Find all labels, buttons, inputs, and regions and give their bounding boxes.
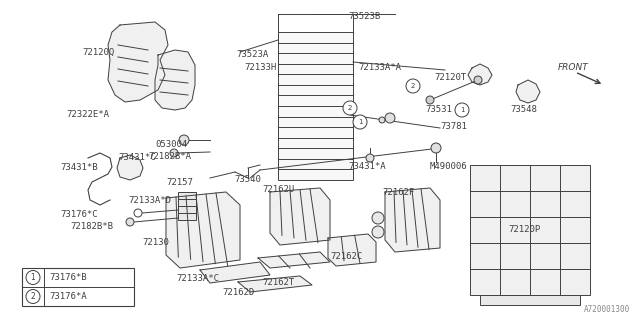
Circle shape bbox=[474, 76, 482, 84]
Text: M490006: M490006 bbox=[430, 162, 468, 171]
Circle shape bbox=[406, 79, 420, 93]
Text: 053004: 053004 bbox=[155, 140, 188, 149]
Bar bbox=[278, 32, 353, 180]
Text: 73431*B: 73431*B bbox=[60, 163, 98, 172]
Circle shape bbox=[455, 103, 469, 117]
Polygon shape bbox=[468, 64, 492, 85]
Circle shape bbox=[179, 135, 189, 145]
Text: 73431*A: 73431*A bbox=[348, 162, 386, 171]
Text: 72162T: 72162T bbox=[262, 278, 294, 287]
Text: 72133H: 72133H bbox=[244, 63, 276, 72]
Bar bbox=[470, 165, 590, 295]
Circle shape bbox=[366, 154, 374, 162]
Text: 73176*B: 73176*B bbox=[49, 273, 86, 282]
Text: 73523A: 73523A bbox=[236, 50, 268, 59]
Text: 72133A*C: 72133A*C bbox=[176, 274, 219, 283]
Text: 73781: 73781 bbox=[440, 122, 467, 131]
Text: 73548: 73548 bbox=[510, 105, 537, 114]
Text: A720001300: A720001300 bbox=[584, 305, 630, 314]
Text: 72157: 72157 bbox=[166, 178, 193, 187]
Text: 72162F: 72162F bbox=[382, 188, 414, 197]
Circle shape bbox=[385, 113, 395, 123]
Polygon shape bbox=[270, 188, 330, 245]
Bar bbox=[480, 295, 580, 305]
Circle shape bbox=[431, 143, 441, 153]
Text: 72162U: 72162U bbox=[262, 185, 294, 194]
Polygon shape bbox=[328, 234, 376, 266]
Text: 72182B*A: 72182B*A bbox=[148, 152, 191, 161]
Circle shape bbox=[26, 270, 40, 284]
Polygon shape bbox=[516, 80, 540, 103]
Text: 72133A*D: 72133A*D bbox=[128, 196, 171, 205]
Polygon shape bbox=[155, 50, 195, 110]
Text: 1: 1 bbox=[358, 119, 362, 125]
Polygon shape bbox=[385, 188, 440, 252]
Polygon shape bbox=[108, 22, 168, 102]
Text: 72162D: 72162D bbox=[222, 288, 254, 297]
Circle shape bbox=[353, 115, 367, 129]
Text: 73176*A: 73176*A bbox=[49, 292, 86, 301]
Polygon shape bbox=[166, 192, 240, 268]
Bar bbox=[178, 192, 196, 220]
Circle shape bbox=[170, 149, 178, 157]
Circle shape bbox=[134, 209, 142, 217]
Text: 2: 2 bbox=[411, 83, 415, 89]
Circle shape bbox=[26, 290, 40, 303]
Text: 72130: 72130 bbox=[142, 238, 169, 247]
Polygon shape bbox=[238, 276, 312, 292]
Text: 72322E*A: 72322E*A bbox=[66, 110, 109, 119]
Text: 73176*C: 73176*C bbox=[60, 210, 98, 219]
Text: 72162C: 72162C bbox=[330, 252, 362, 261]
Text: 72120Q: 72120Q bbox=[82, 48, 115, 57]
Circle shape bbox=[372, 212, 384, 224]
Circle shape bbox=[379, 117, 385, 123]
Text: 72182B*B: 72182B*B bbox=[70, 222, 113, 231]
Bar bbox=[22, 268, 134, 306]
Text: 72120P: 72120P bbox=[508, 225, 540, 234]
Text: 1: 1 bbox=[460, 107, 464, 113]
Polygon shape bbox=[258, 252, 330, 268]
Text: 72120T: 72120T bbox=[434, 73, 467, 82]
Text: 1: 1 bbox=[31, 273, 35, 282]
Circle shape bbox=[372, 226, 384, 238]
Text: 2: 2 bbox=[31, 292, 35, 301]
Text: 73523B: 73523B bbox=[348, 12, 380, 21]
Text: 72133A*A: 72133A*A bbox=[358, 63, 401, 72]
Text: 73540: 73540 bbox=[234, 175, 261, 184]
Polygon shape bbox=[117, 155, 143, 180]
Circle shape bbox=[426, 96, 434, 104]
Text: 73531: 73531 bbox=[425, 105, 452, 114]
Circle shape bbox=[343, 101, 357, 115]
Polygon shape bbox=[200, 262, 270, 283]
Text: FRONT: FRONT bbox=[558, 63, 589, 73]
Text: 2: 2 bbox=[348, 105, 352, 111]
Circle shape bbox=[126, 218, 134, 226]
Text: 73431*C: 73431*C bbox=[118, 153, 156, 162]
